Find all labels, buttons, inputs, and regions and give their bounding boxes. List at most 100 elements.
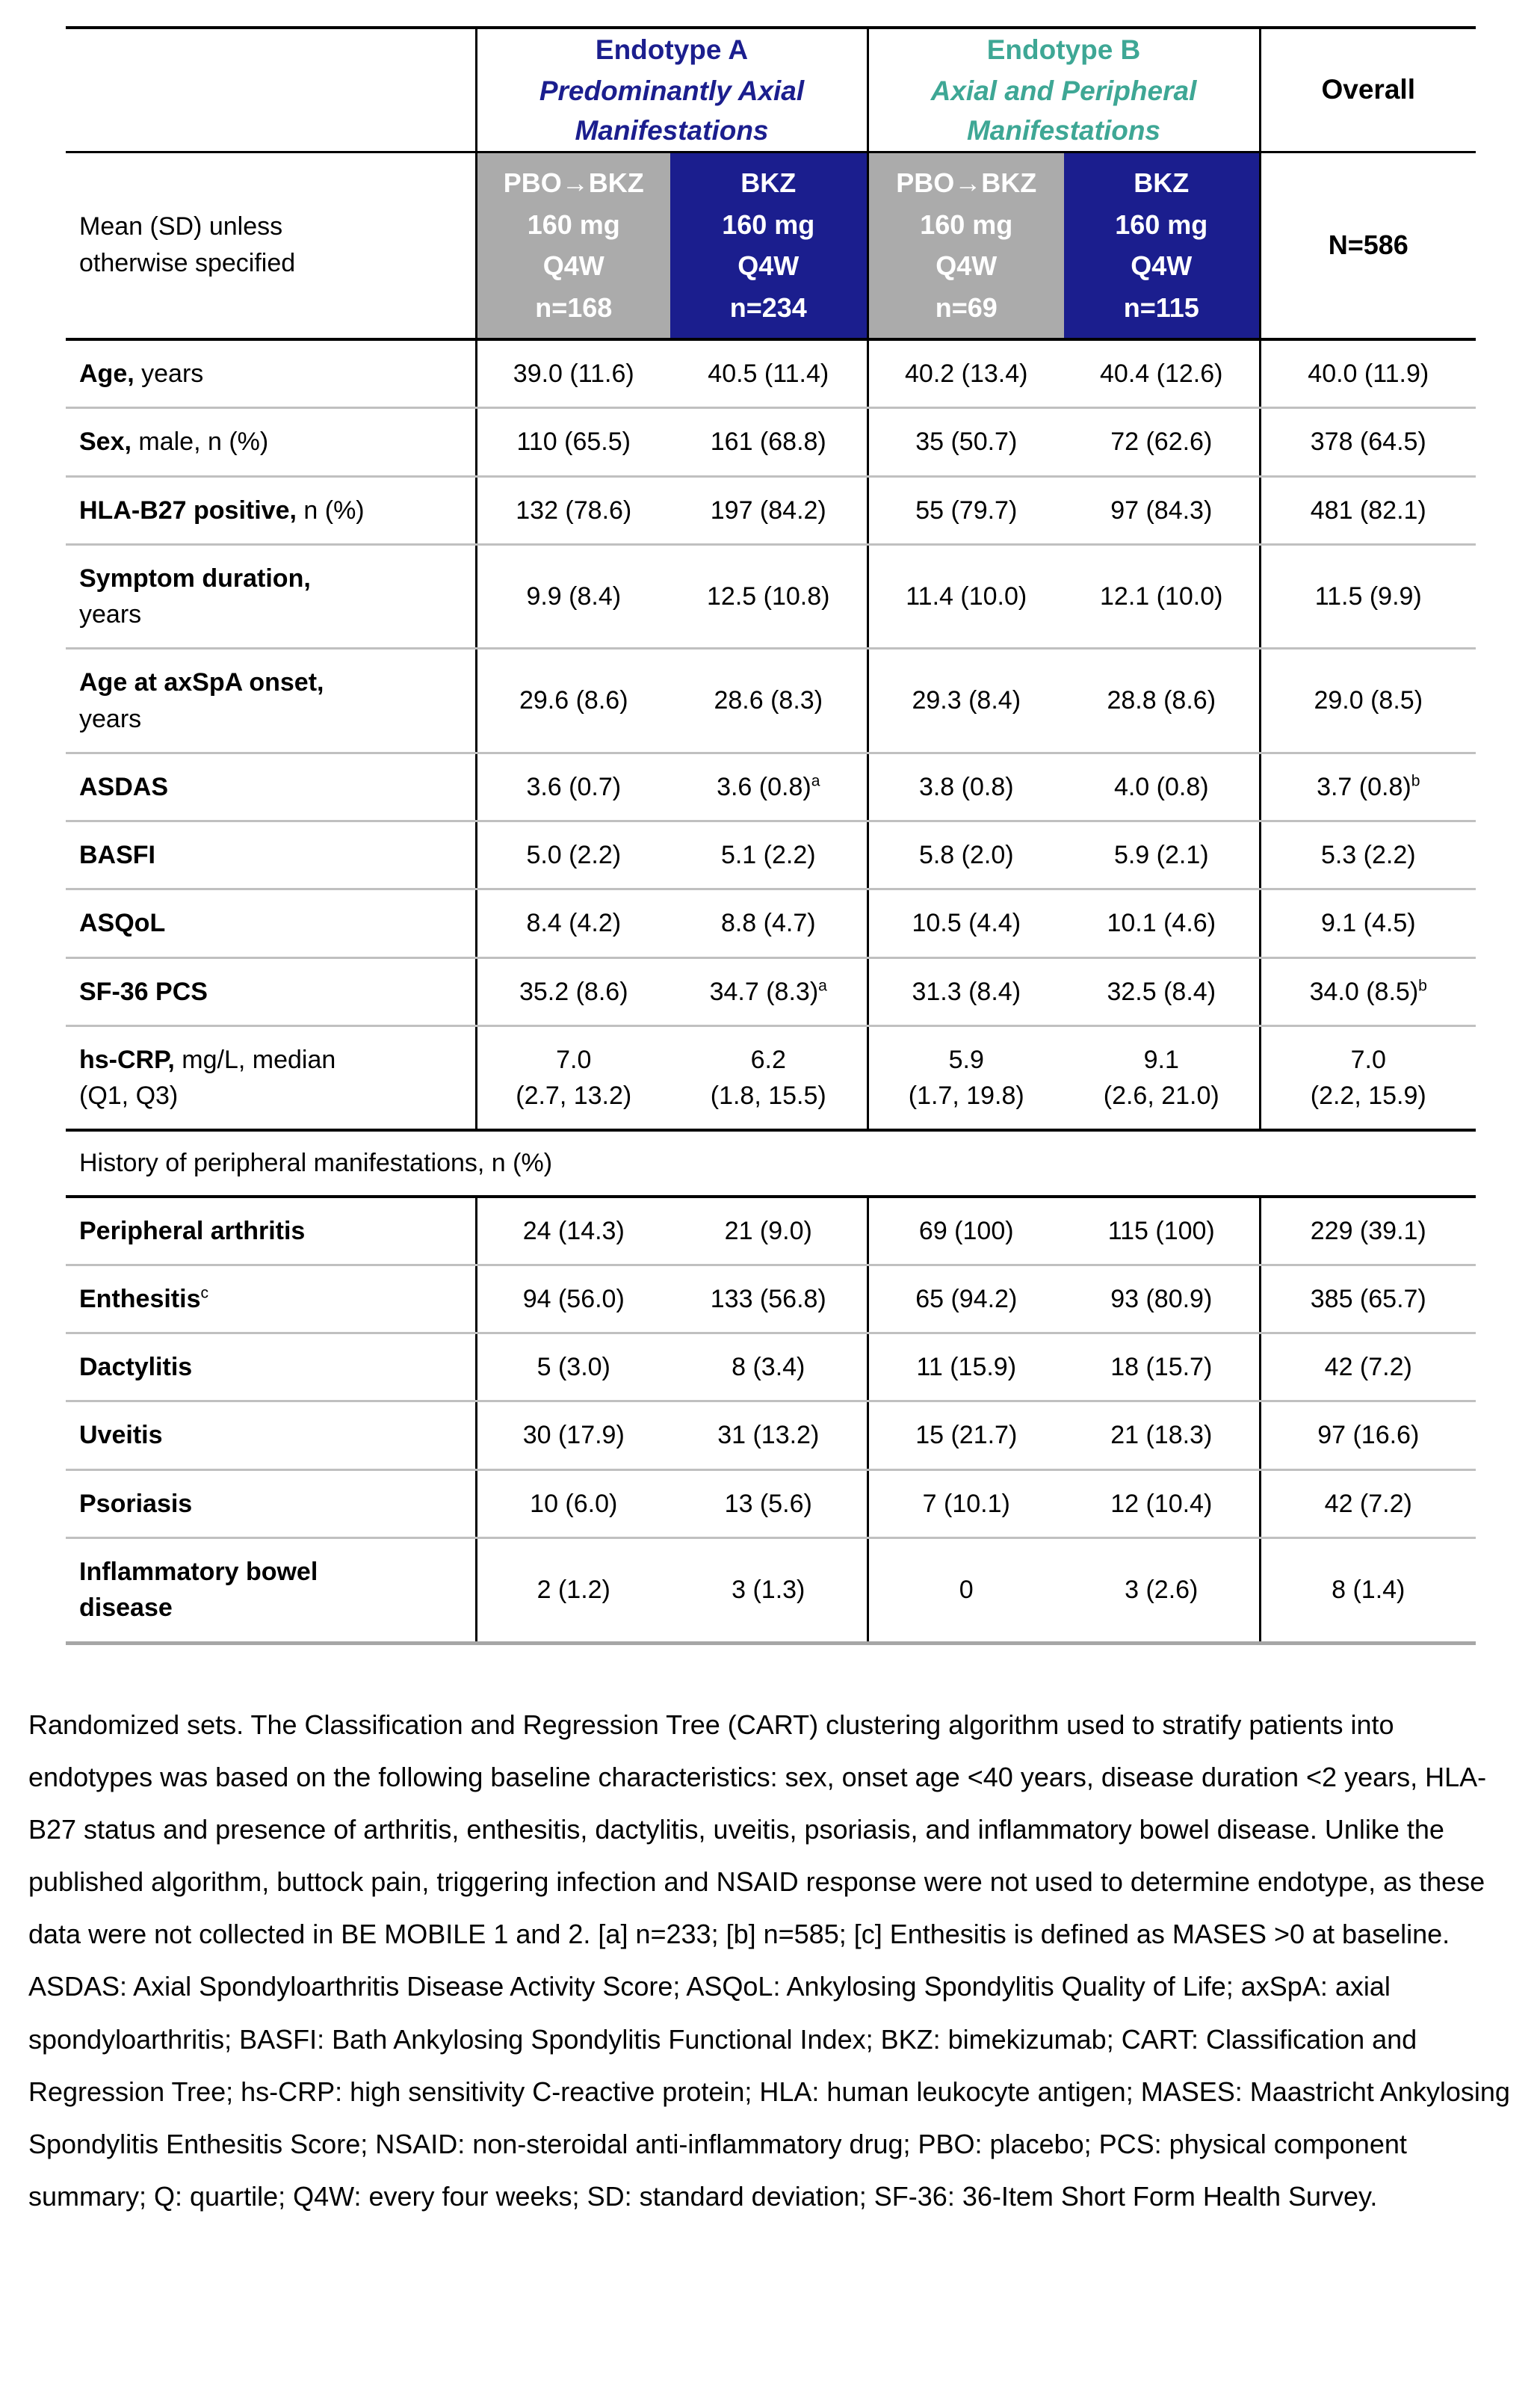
cell-value: 3 (2.6) [1064, 1537, 1260, 1645]
cell-value: 69 (100) [866, 1196, 1064, 1266]
row-label-bold: Uveitis [79, 1421, 163, 1450]
cell-value: 481 (82.1) [1258, 476, 1476, 546]
group-header-endotype-b: Endotype B Axial and Peripheral Manifesta… [866, 25, 1260, 153]
table-row: Inflammatory bowel disease 2 (1.2) 3 (1.3)… [66, 1537, 1476, 1645]
row-label-rest: male, n (%) [131, 428, 269, 457]
cell-value: 34.7 (8.3)a [670, 957, 868, 1027]
cell-value: 12.1 (10.0) [1064, 544, 1260, 650]
cell-value: 94 (56.0) [474, 1265, 670, 1335]
overall-title: Overall [1321, 74, 1415, 105]
row-label-bold: Age at axSpA onset, [79, 668, 324, 697]
row-label-bold: hs-CRP, [79, 1045, 175, 1074]
cell-value: 161 (68.8) [670, 407, 868, 478]
cell-value: 32.5 (8.4) [1064, 957, 1260, 1027]
row-label-bold: Enthesitis [79, 1284, 201, 1313]
table-row: Dactylitis 5 (3.0) 8 (3.4) 11 (15.9) 18 (15.… [66, 1333, 1476, 1403]
cell-value: 28.8 (8.6) [1064, 648, 1260, 754]
cell-value: 9.1 (4.5) [1258, 889, 1476, 959]
cell-value: 3.7 (0.8)b [1258, 753, 1476, 823]
row-label: Dactylitis [66, 1333, 476, 1403]
cell-value: 229 (39.1) [1258, 1196, 1476, 1266]
row-label: ASQoL [66, 889, 476, 959]
cell-value: 378 (64.5) [1258, 407, 1476, 478]
row-label: Age, years [66, 339, 476, 410]
cell-value: 24 (14.3) [474, 1196, 670, 1266]
corner-cell [66, 25, 476, 153]
row-label-bold: Inflammatory bowel disease [79, 1558, 318, 1623]
row-label-rest: years [79, 704, 142, 733]
cell-superscript: a [811, 772, 820, 790]
cell-value: 5.9 (1.7, 19.8) [866, 1025, 1064, 1132]
cell-value: 9.1 (2.6, 21.0) [1064, 1025, 1260, 1132]
cell-superscript: b [1418, 977, 1427, 995]
row-label-bold: Symptom duration, [79, 564, 311, 593]
cell-value: 40.2 (13.4) [866, 339, 1064, 410]
row-label: Enthesitisc [66, 1265, 476, 1335]
cell-value: 40.4 (12.6) [1064, 339, 1260, 410]
cell-value: 31.3 (8.4) [866, 957, 1064, 1027]
row-label: Symptom duration, years [66, 544, 476, 650]
group-header-overall: Overall [1258, 25, 1476, 153]
cell-value: 29.3 (8.4) [866, 648, 1064, 754]
cell-value: 5.0 (2.2) [474, 821, 670, 891]
cell-value: 3.6 (0.8)a [670, 753, 868, 823]
cell-value: 5.8 (2.0) [866, 821, 1064, 891]
row-label-bold: ASDAS [79, 772, 169, 801]
row-label: Age at axSpA onset, years [66, 648, 476, 754]
column-header: BKZ 160 mg Q4W n=115 [1064, 152, 1260, 341]
cell-value: 72 (62.6) [1064, 407, 1260, 478]
table-row: Psoriasis 10 (6.0) 13 (5.6) 7 (10.1) 12 (10.… [66, 1469, 1476, 1540]
cell-value: 6.2 (1.8, 15.5) [670, 1025, 868, 1132]
cell-value: 11.5 (9.9) [1258, 544, 1476, 650]
cell-value: 12 (10.4) [1064, 1469, 1260, 1540]
cell-superscript: a [818, 977, 827, 995]
cell-value: 8 (3.4) [670, 1333, 868, 1403]
table-row: HLA-B27 positive, n (%) 132 (78.6) 197 (84… [66, 476, 1476, 546]
cell-value: 5.1 (2.2) [670, 821, 868, 891]
table-row: SF-36 PCS 35.2 (8.6) 34.7 (8.3)a 31.3 (8.4)… [66, 957, 1476, 1027]
group-header-row: Endotype A Predominantly Axial Manifestat… [66, 25, 1476, 153]
row-label-bold: ASQoL [79, 909, 166, 938]
column-header: PBO→BKZ 160 mg Q4W n=69 [866, 152, 1064, 341]
row-label-rest: years [79, 600, 142, 629]
table-row: Age, years 39.0 (11.6) 40.5 (11.4) 40.2 (13… [66, 339, 1476, 410]
cell-value: 4.0 (0.8) [1064, 753, 1260, 823]
row-label: Psoriasis [66, 1469, 476, 1540]
cell-value: 21 (18.3) [1064, 1401, 1260, 1471]
table-row: BASFI 5.0 (2.2) 5.1 (2.2) 5.8 (2.0) 5.9 (2.1… [66, 821, 1476, 891]
cell-value: 34.0 (8.5)b [1258, 957, 1476, 1027]
row-label-rest: years [134, 359, 204, 388]
group-subtitle: Predominantly Axial Manifestations [539, 75, 805, 146]
cell-value: 2 (1.2) [474, 1537, 670, 1645]
cell-value: 30 (17.9) [474, 1401, 670, 1471]
column-header: BKZ 160 mg Q4W n=234 [670, 152, 868, 341]
cell-value: 3.8 (0.8) [866, 753, 1064, 823]
row-label: HLA-B27 positive, n (%) [66, 476, 476, 546]
cell-value: 12.5 (10.8) [670, 544, 868, 650]
cell-value: 40.0 (11.9) [1258, 339, 1476, 410]
cell-value: 42 (7.2) [1258, 1333, 1476, 1403]
row-label: Peripheral arthritis [66, 1196, 476, 1266]
row-label-bold: Peripheral arthritis [79, 1216, 306, 1245]
cell-value: 15 (21.7) [866, 1401, 1064, 1471]
table-row: hs-CRP, mg/L, median (Q1, Q3) 7.0 (2.7, 13… [66, 1025, 1476, 1132]
cell-value: 35 (50.7) [866, 407, 1064, 478]
row-label-rest: mg/L, median (Q1, Q3) [79, 1045, 336, 1111]
column-header: N=586 [1258, 152, 1476, 341]
cell-value: 197 (84.2) [670, 476, 868, 546]
cell-superscript: b [1411, 772, 1420, 790]
group-subtitle: Axial and Peripheral Manifestations [930, 75, 1197, 146]
cell-value: 31 (13.2) [670, 1401, 868, 1471]
row-label: ASDAS [66, 753, 476, 823]
cell-value: 28.6 (8.3) [670, 648, 868, 754]
cell-value: 110 (65.5) [474, 407, 670, 478]
cell-value: 40.5 (11.4) [670, 339, 868, 410]
cell-value: 3.6 (0.7) [474, 753, 670, 823]
table-row: Sex, male, n (%) 110 (65.5) 161 (68.8) 35 (… [66, 407, 1476, 478]
cell-value: 35.2 (8.6) [474, 957, 670, 1027]
cell-value: 29.0 (8.5) [1258, 648, 1476, 754]
cell-value: 29.6 (8.6) [474, 648, 670, 754]
cell-value: 13 (5.6) [670, 1469, 868, 1540]
cell-value: 65 (94.2) [866, 1265, 1064, 1335]
group-title: Endotype B [986, 34, 1141, 65]
